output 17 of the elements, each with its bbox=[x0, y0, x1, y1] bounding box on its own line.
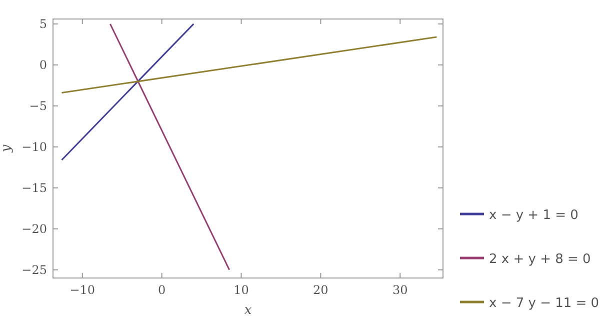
y-tick-label: −25 bbox=[22, 262, 47, 277]
y-tick-label: −5 bbox=[29, 98, 47, 113]
y-tick-label: 5 bbox=[39, 16, 47, 31]
y-tick-label: −15 bbox=[22, 180, 47, 195]
y-axis-title: y bbox=[0, 144, 14, 154]
x-tick-label: 0 bbox=[158, 283, 166, 297]
x-tick-label: 30 bbox=[392, 283, 408, 297]
x-tick-label: 10 bbox=[234, 283, 249, 297]
x-tick-label: −10 bbox=[70, 283, 96, 297]
x-tick-label: 20 bbox=[313, 283, 328, 297]
y-tick-label: −20 bbox=[22, 222, 47, 236]
legend-label: x − 7 y − 11 = 0 bbox=[489, 296, 600, 311]
x-axis-title: x bbox=[244, 303, 252, 318]
legend-label: 2 x + y + 8 = 0 bbox=[489, 252, 591, 267]
y-tick-label: 0 bbox=[39, 58, 47, 72]
legend-label: x − y + 1 = 0 bbox=[489, 208, 578, 223]
y-tick-label: −10 bbox=[22, 140, 47, 154]
